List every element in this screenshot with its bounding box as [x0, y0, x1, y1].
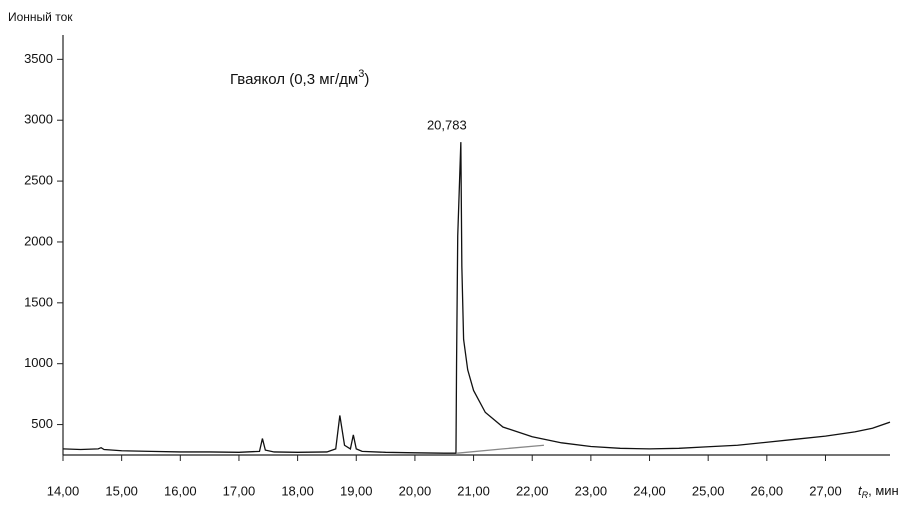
x-label-symbol: t: [858, 483, 863, 498]
x-tick-label: 16,00: [164, 483, 197, 498]
series-line: [62, 142, 891, 454]
x-tick-label: 21,00: [457, 483, 490, 498]
x-tick-label: 26,00: [751, 483, 784, 498]
series-line: [457, 444, 545, 454]
x-tick-label: 17,00: [223, 483, 256, 498]
y-tick-label: 1000: [24, 355, 53, 370]
y-tick-label: 1500: [24, 294, 53, 309]
x-tick-label: 23,00: [575, 483, 608, 498]
x-axis-label: tR, мин: [858, 483, 899, 500]
annotation-text: ): [364, 71, 369, 88]
x-label-unit: , мин: [868, 483, 899, 498]
y-tick-label: 500: [31, 416, 53, 431]
x-tick-label: 24,00: [633, 483, 666, 498]
x-tick-label: 14,00: [47, 483, 80, 498]
x-tick-label: 27,00: [809, 483, 842, 498]
x-tick-label: 20,00: [399, 483, 432, 498]
annotation: Гваякол (0,3 мг/дм3): [230, 68, 369, 88]
x-tick-label: 15,00: [105, 483, 138, 498]
x-label-subscript: R: [862, 490, 869, 500]
x-tick-label: 22,00: [516, 483, 549, 498]
y-tick-label: 3500: [24, 51, 53, 66]
peak-label: 20,783: [427, 118, 467, 133]
y-axis-label: Ионный ток: [8, 10, 73, 24]
x-tick-label: 25,00: [692, 483, 725, 498]
annotation-text: Гваякол (0,3 мг/дм: [230, 71, 358, 88]
annotation-superscript: 3: [358, 68, 364, 80]
x-tick-label: 19,00: [340, 483, 373, 498]
y-tick-label: 3000: [24, 112, 53, 127]
x-tick-label: 18,00: [281, 483, 314, 498]
y-tick-label: 2500: [24, 173, 53, 188]
y-tick-label: 2000: [24, 233, 53, 248]
